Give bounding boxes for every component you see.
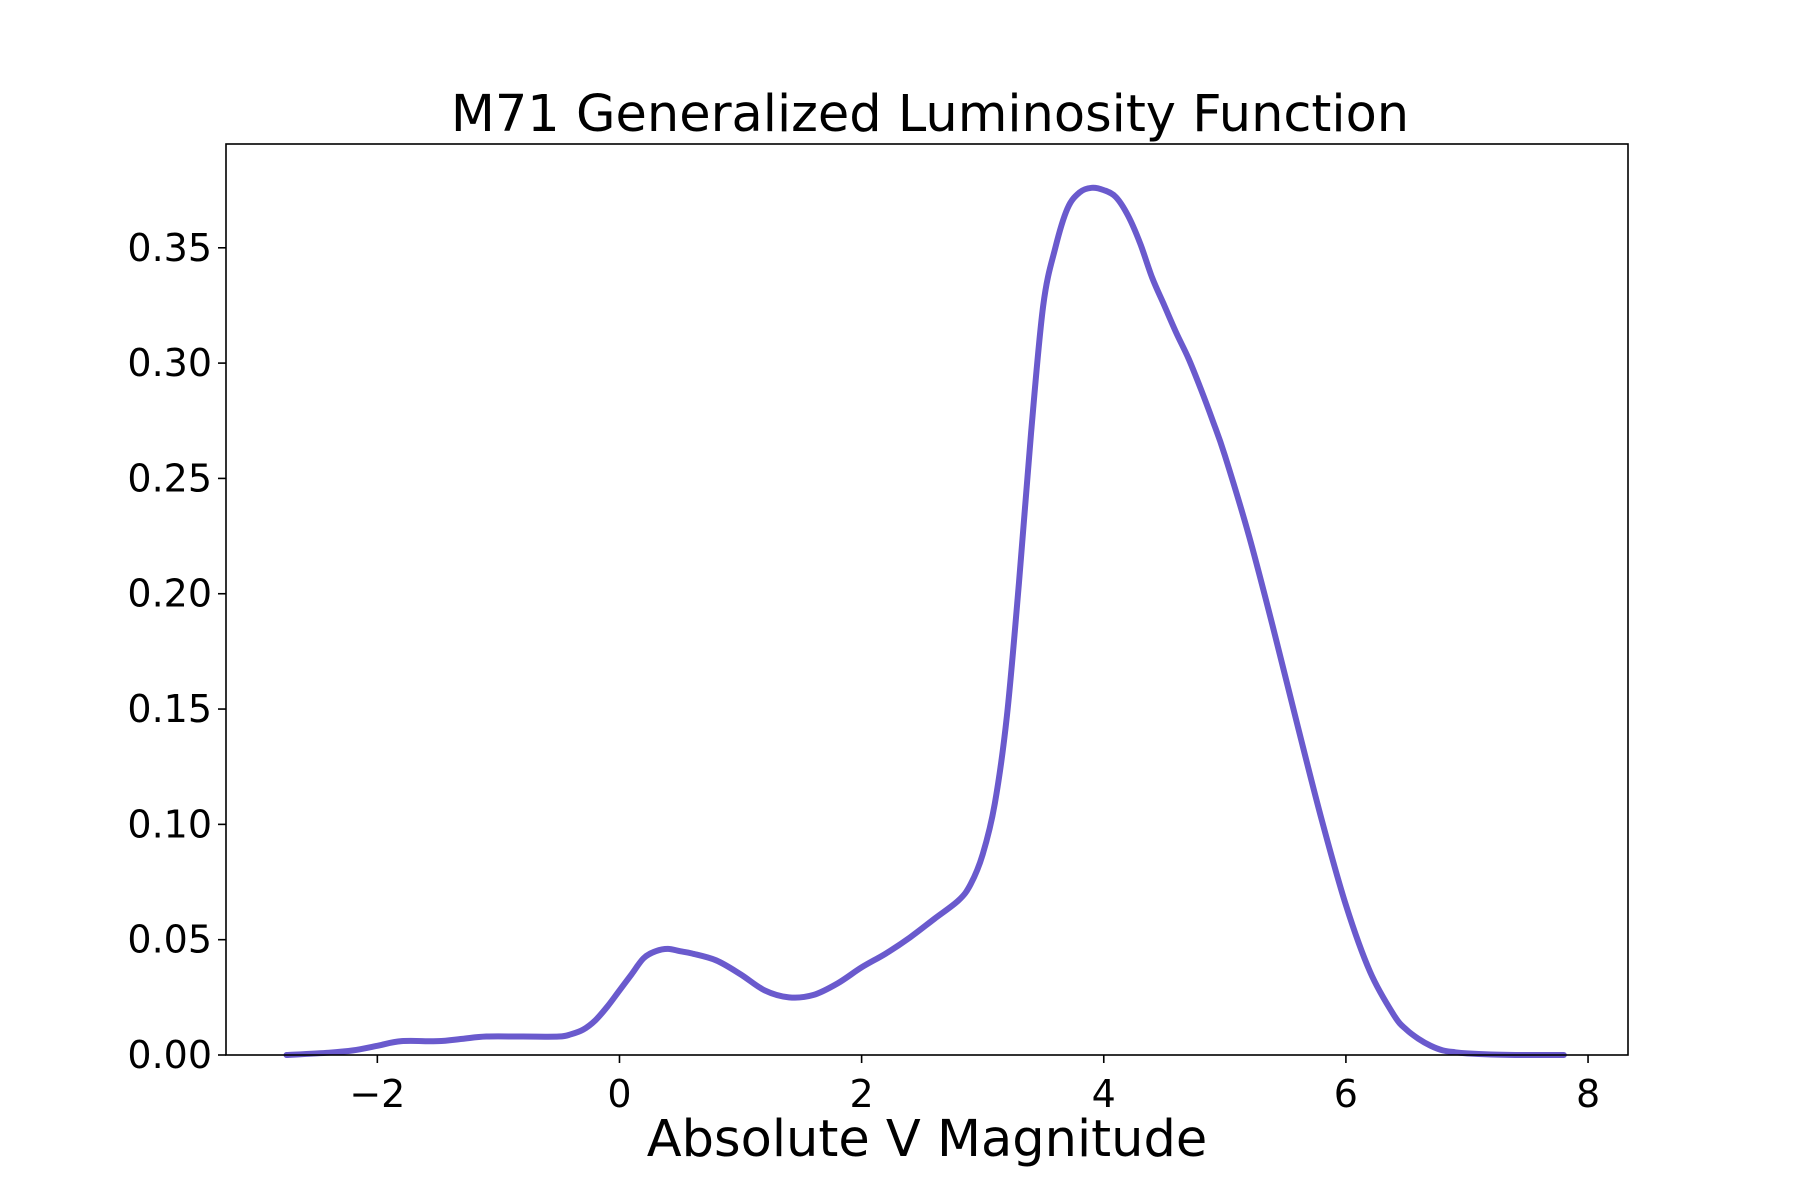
y-tick-label: 0.30 [127, 341, 212, 385]
x-axis-ticks: −2 0 2 4 6 8 [349, 1055, 1600, 1116]
x-tick-label: 8 [1576, 1072, 1600, 1116]
y-tick-label: 0.25 [127, 456, 212, 500]
x-tick-label: 4 [1092, 1072, 1116, 1116]
x-axis-label: Absolute V Magnitude [647, 1110, 1207, 1169]
x-tick-label: 0 [607, 1072, 631, 1116]
y-tick-label: 0.05 [127, 918, 212, 962]
plot-series [283, 184, 1567, 1059]
density-curve [283, 184, 1567, 1059]
x-tick-label: 6 [1334, 1072, 1358, 1116]
x-tick-label: 2 [850, 1072, 874, 1116]
chart-title: M71 Generalized Luminosity Function [451, 85, 1409, 144]
x-tick-label: −2 [349, 1072, 405, 1116]
y-tick-label: 0.15 [127, 687, 212, 731]
y-tick-label: 0.35 [127, 226, 212, 270]
y-tick-label: 0.20 [127, 572, 212, 616]
y-tick-label: 0.00 [127, 1033, 212, 1077]
y-axis-ticks: 0.00 0.05 0.10 0.15 0.20 0.25 0.30 0.35 [127, 226, 226, 1077]
plot-frame [225, 143, 1629, 1056]
y-tick-label: 0.10 [127, 802, 212, 846]
